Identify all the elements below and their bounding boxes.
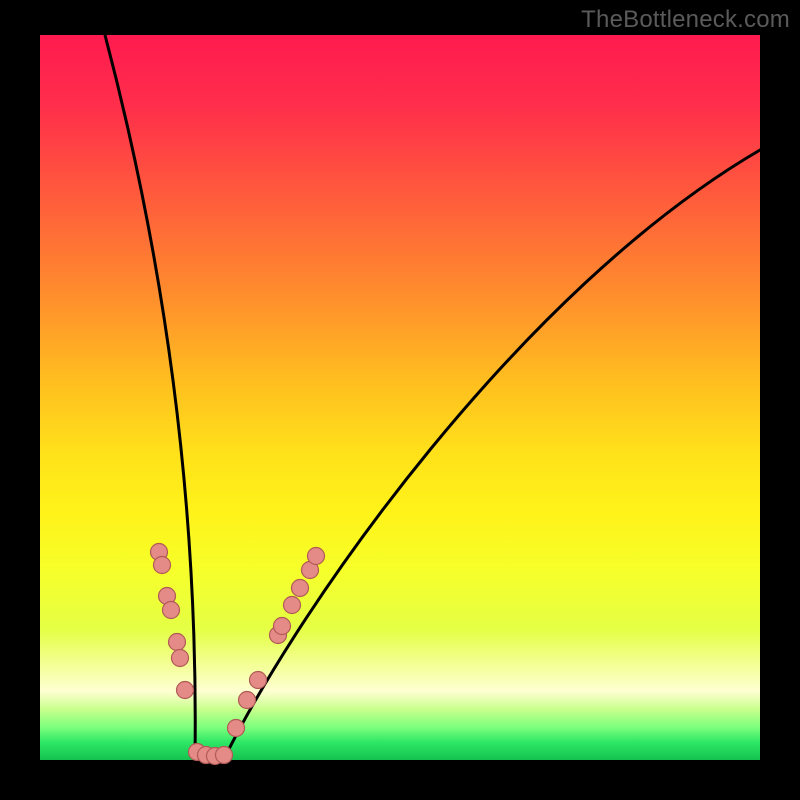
data-marker (172, 650, 189, 667)
data-marker (169, 634, 186, 651)
data-marker (177, 682, 194, 699)
chart-background (40, 35, 760, 760)
data-marker (308, 548, 325, 565)
data-marker (274, 618, 291, 635)
data-marker (292, 580, 309, 597)
watermark-text: TheBottleneck.com (581, 6, 790, 34)
data-marker (228, 720, 245, 737)
data-marker (239, 692, 256, 709)
bottleneck-chart (0, 0, 800, 800)
data-marker (154, 557, 171, 574)
data-marker (216, 747, 233, 764)
data-marker (284, 597, 301, 614)
data-marker (250, 672, 267, 689)
data-marker (163, 602, 180, 619)
